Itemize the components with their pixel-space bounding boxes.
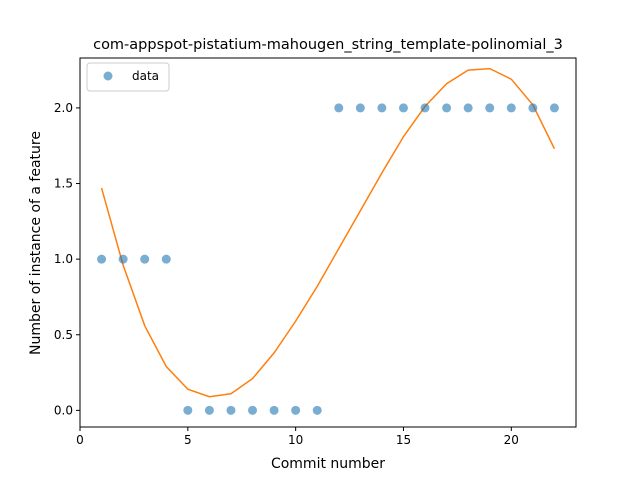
fit-line — [100, 67, 556, 398]
chart-title: com-appspot-pistatium-mahougen_string_te… — [93, 37, 563, 53]
data-point — [463, 103, 473, 113]
data-point — [312, 405, 322, 415]
data-point — [506, 103, 516, 113]
axes-frame — [79, 57, 577, 428]
y-tick-label: 1.0 — [54, 252, 73, 266]
data-point — [248, 405, 258, 415]
data-point — [355, 103, 365, 113]
y-tick-label: 1.5 — [54, 177, 73, 191]
x-tick-label: 5 — [184, 433, 192, 447]
data-point — [97, 254, 107, 264]
x-tick-label: 0 — [76, 433, 84, 447]
data-point — [291, 405, 301, 415]
y-tick-label: 0.5 — [54, 328, 73, 342]
data-point — [118, 254, 128, 264]
data-point — [334, 103, 344, 113]
data-point — [226, 405, 236, 415]
data-point — [183, 405, 193, 415]
plot-area: 0 5 10 15 20 0.0 0.5 1.0 1.5 2.0 — [54, 57, 577, 447]
data-point — [140, 254, 150, 264]
x-axis-label: Commit number — [271, 456, 385, 472]
data-point — [161, 254, 171, 264]
data-point — [528, 103, 538, 113]
data-point — [485, 103, 495, 113]
legend-marker — [103, 71, 113, 81]
y-tick-label: 0.0 — [54, 403, 73, 417]
data-point — [398, 103, 408, 113]
y-tick-label: 2.0 — [54, 101, 73, 115]
data-point — [377, 103, 387, 113]
x-tick-label: 10 — [288, 433, 303, 447]
data-point — [204, 405, 214, 415]
legend-box — [86, 62, 170, 92]
x-tick-label: 20 — [504, 433, 519, 447]
legend: data — [86, 62, 170, 92]
y-axis-label: Number of instance of a feature — [28, 131, 44, 355]
data-point — [549, 103, 559, 113]
data-point — [420, 103, 430, 113]
legend-label: data — [132, 69, 159, 83]
x-tick-label: 15 — [396, 433, 411, 447]
data-point — [269, 405, 279, 415]
data-point — [442, 103, 452, 113]
